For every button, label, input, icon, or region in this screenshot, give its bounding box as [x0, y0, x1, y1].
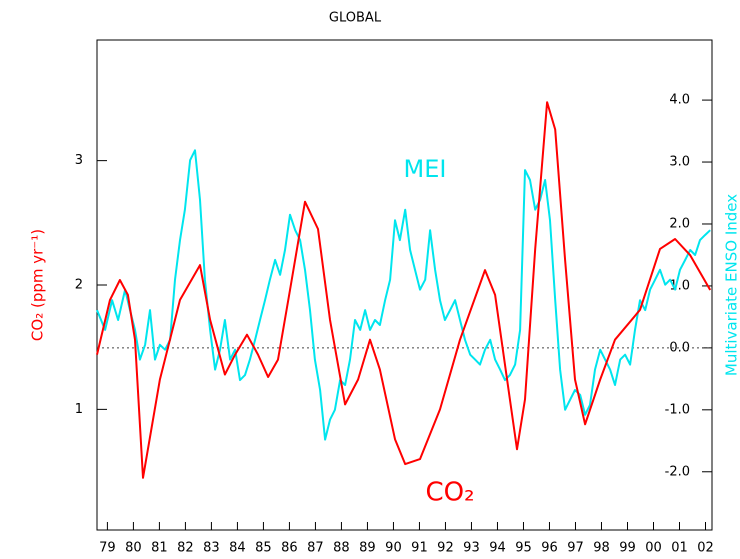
x-tick-label: 86 — [281, 541, 298, 556]
x-tick-label: 95 — [515, 541, 532, 556]
y2-tick-label: 2.0 — [669, 216, 690, 231]
y2-tick-label: 0.0 — [669, 340, 690, 355]
y-tick-label: 1 — [75, 402, 83, 417]
x-tick-label: 88 — [333, 541, 350, 556]
y-tick-label: 2 — [75, 278, 83, 293]
x-tick-label: 91 — [411, 541, 428, 556]
x-tick-label: 00 — [645, 541, 662, 556]
x-tick-label: 99 — [619, 541, 636, 556]
x-tick-label: 98 — [593, 541, 610, 556]
y-tick-label: 3 — [75, 153, 83, 168]
x-tick-label: 92 — [437, 541, 454, 556]
series-annotation: CO₂ — [425, 478, 474, 508]
x-tick-label: 79 — [99, 541, 116, 556]
y-axis-label: CO₂ (ppm yr⁻¹) — [29, 229, 47, 341]
y2-tick-label: 4.0 — [669, 93, 690, 108]
chart-title: GLOBAL — [329, 11, 382, 26]
x-tick-label: 97 — [567, 541, 584, 556]
x-tick-label: 87 — [307, 541, 324, 556]
series-line — [96, 149, 711, 441]
x-tick-label: 96 — [541, 541, 558, 556]
y2-tick-label: -2.0 — [665, 464, 690, 479]
x-tick-label: 01 — [671, 541, 688, 556]
x-tick-label: 90 — [385, 541, 402, 556]
y2-tick-label: -1.0 — [665, 402, 690, 417]
y2-axis-label: Multivariate ENSO Index — [723, 194, 740, 376]
x-tick-label: 94 — [489, 541, 506, 556]
series-line — [96, 101, 712, 479]
series-annotation: MEI — [404, 155, 447, 183]
x-tick-label: 93 — [463, 541, 480, 556]
x-tick-label: 81 — [151, 541, 168, 556]
x-tick-label: 84 — [229, 541, 246, 556]
x-tick-label: 80 — [125, 541, 142, 556]
x-tick-label: 02 — [697, 541, 714, 556]
x-tick-label: 85 — [255, 541, 272, 556]
x-tick-label: 82 — [177, 541, 194, 556]
x-tick-label: 83 — [203, 541, 220, 556]
y2-tick-label: 3.0 — [669, 155, 690, 170]
x-tick-label: 89 — [359, 541, 376, 556]
